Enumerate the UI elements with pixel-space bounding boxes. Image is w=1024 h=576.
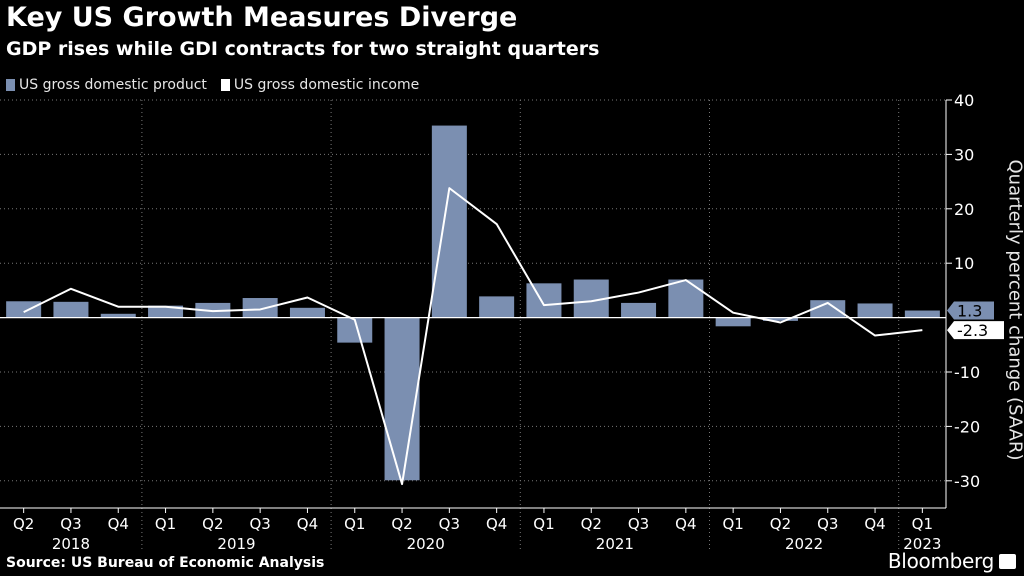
bloomberg-chart-icon [999,554,1016,569]
x-tick-label: Q3 [817,515,838,533]
y-tick-label: 30 [954,145,974,164]
gdp-bar [384,317,420,481]
x-tick-label: Q1 [155,515,176,533]
x-tick-label: Q2 [391,515,412,533]
gdp-bar [479,296,515,318]
x-tick-label: Q3 [249,515,270,533]
gdi-line [23,187,923,486]
y-tick-label: -10 [954,363,980,382]
y-tick-label: 10 [954,254,974,273]
x-tick-label: Q4 [864,515,885,533]
gdp-bar [762,317,798,321]
gdp-bar [431,125,467,318]
legend-item-gdi: US gross domestic income [220,77,420,93]
gdp-end-label: 1.3 [957,302,982,321]
gdp-bar [526,283,562,318]
legend-label-gdi: US gross domestic income [233,77,420,93]
gdp-bar [810,300,846,318]
legend: US gross domestic product US gross domes… [6,77,433,93]
gdp-bar [857,303,893,318]
x-tick-label: Q3 [60,515,81,533]
y-tick-label: -30 [954,472,980,491]
chart-title: Key US Growth Measures Diverge [6,2,518,33]
gdp-bar [904,310,940,318]
legend-swatch-gdp [6,79,15,91]
gdp-bar [53,301,89,318]
y-tick-label: 20 [954,200,974,219]
y-tick-label: -20 [954,417,980,436]
x-tick-label: Q3 [628,515,649,533]
legend-swatch-gdi [220,79,230,91]
year-label: 2022 [785,535,823,553]
gdp-bar [100,313,136,318]
year-label: 2021 [596,535,634,553]
year-label: 2020 [407,535,445,553]
chart-subtitle: GDP rises while GDI contracts for two st… [6,38,600,60]
gdp-end-label-bg [947,301,994,320]
gdp-bar [668,279,704,318]
gdp-bar [289,307,325,318]
x-tick-label: Q4 [675,515,696,533]
x-tick-label: Q4 [297,515,318,533]
source-note: Source: US Bureau of Economic Analysis [6,555,325,571]
legend-item-gdp: US gross domestic product [6,77,207,93]
x-tick-label: Q1 [533,515,554,533]
gdi-end-label-bg [947,321,1004,340]
year-label: 2023 [903,535,941,553]
y-tick-label: 40 [954,91,974,110]
x-tick-label: Q1 [344,515,365,533]
year-label: 2019 [217,535,255,553]
x-tick-label: Q1 [912,515,933,533]
x-tick-label: Q2 [202,515,223,533]
bloomberg-logo: Bloomberg [887,549,994,573]
legend-label-gdp: US gross domestic product [19,77,207,93]
x-tick-label: Q3 [439,515,460,533]
gdp-bar [6,301,42,318]
x-tick-label: Q2 [13,515,34,533]
gdi-end-label: -2.3 [957,321,988,340]
x-tick-label: Q4 [108,515,129,533]
y-axis-label: Quarterly percent change (SAAR) [1004,159,1024,461]
gdp-bar [242,298,278,318]
x-tick-label: Q4 [486,515,507,533]
x-tick-label: Q1 [722,515,743,533]
x-tick-label: Q2 [770,515,791,533]
gdp-bar [148,305,184,318]
gdp-bar [621,302,657,318]
x-tick-label: Q2 [581,515,602,533]
gdp-bar [715,317,751,327]
year-label: 2018 [52,535,90,553]
